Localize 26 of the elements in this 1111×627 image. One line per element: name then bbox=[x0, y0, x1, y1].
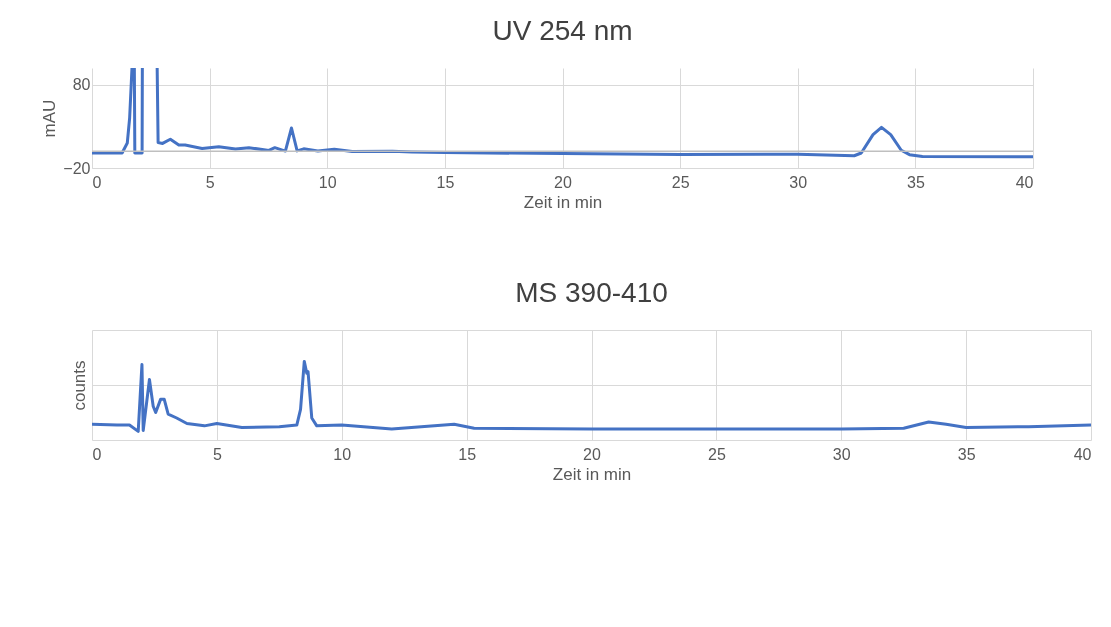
x-axis-title: Zeit in min bbox=[552, 464, 632, 484]
x-tick-label: 5 bbox=[212, 445, 222, 463]
y-tick-label: 80 bbox=[72, 76, 91, 94]
x-axis-title: Zeit in min bbox=[523, 192, 603, 212]
x-tick-label: 10 bbox=[318, 173, 337, 191]
x-tick-label: 35 bbox=[906, 173, 925, 191]
x-tick-label: 0 bbox=[92, 173, 102, 191]
y-tick-label: −20 bbox=[63, 159, 91, 177]
x-tick-label: 0 bbox=[92, 445, 102, 463]
x-tick-label: 40 bbox=[1015, 173, 1034, 191]
x-tick-label: 15 bbox=[458, 445, 477, 463]
x-tick-label: 5 bbox=[205, 173, 215, 191]
x-tick-label: 10 bbox=[333, 445, 352, 463]
chart-title: UV 254 nm bbox=[492, 15, 633, 46]
x-tick-label: 15 bbox=[436, 173, 455, 191]
x-tick-label: 40 bbox=[1073, 445, 1092, 463]
x-tick-label: 25 bbox=[671, 173, 690, 191]
chart-title: MS 390-410 bbox=[515, 277, 668, 308]
x-tick-label: 20 bbox=[583, 445, 601, 463]
x-tick-label: 30 bbox=[789, 173, 808, 191]
x-tick-label: 20 bbox=[554, 173, 572, 191]
x-tick-label: 25 bbox=[707, 445, 726, 463]
y-axis-title: mAU bbox=[40, 99, 60, 138]
y-axis-title: counts bbox=[69, 360, 89, 411]
x-tick-label: 35 bbox=[957, 445, 976, 463]
x-tick-label: 30 bbox=[832, 445, 851, 463]
